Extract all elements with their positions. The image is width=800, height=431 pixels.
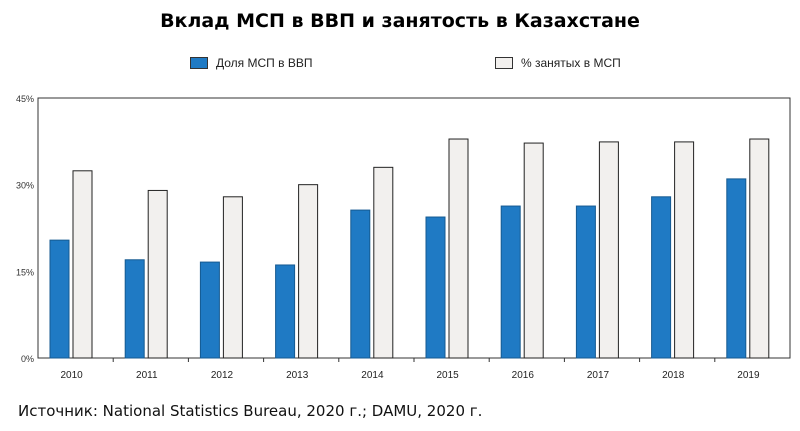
legend-label-gdp: Доля МСП в ВВП (216, 56, 313, 70)
bar-gdp-2011 (124, 259, 145, 359)
legend-swatch-employment (495, 57, 513, 69)
bar-gdp-2016 (500, 205, 521, 359)
legend-item-employment: % занятых в МСП (495, 56, 621, 70)
x-tick-label: 2013 (286, 370, 309, 381)
bar-employment-2015 (448, 138, 469, 359)
bar-gdp-2017 (575, 205, 596, 359)
bar-employment-2012 (222, 196, 243, 359)
bar-employment-2019 (749, 138, 770, 359)
bar-gdp-2014 (350, 209, 371, 359)
legend-item-gdp: Доля МСП в ВВП (190, 56, 312, 70)
bar-employment-2016 (523, 142, 544, 359)
bar-gdp-2015 (425, 216, 446, 359)
x-tick-label: 2010 (60, 370, 83, 381)
x-tick-label: 2019 (737, 370, 760, 381)
x-tick-label: 2011 (136, 370, 158, 381)
bar-gdp-2012 (199, 261, 220, 359)
bar-gdp-2010 (49, 239, 70, 359)
chart-title: Вклад МСП в ВВП и занятость в Казахстане (160, 10, 640, 32)
x-tick-label: 2017 (587, 370, 610, 381)
bar-employment-2014 (373, 166, 394, 359)
bar-employment-2018 (674, 141, 695, 359)
x-tick-label: 2018 (662, 370, 685, 381)
x-tick-label: 2015 (436, 370, 459, 381)
bar-employment-2010 (72, 170, 93, 359)
x-tick-label: 2016 (512, 370, 535, 381)
y-tick-label: 0% (21, 354, 34, 364)
bar-employment-2011 (147, 189, 168, 359)
y-tick-label: 45% (16, 94, 34, 104)
y-tick-label: 30% (16, 181, 34, 191)
y-tick-label: 15% (16, 267, 34, 277)
legend-swatch-gdp (190, 57, 208, 69)
legend-label-employment: % занятых в МСП (521, 56, 621, 70)
x-tick-label: 2012 (211, 370, 234, 381)
bar-employment-2017 (598, 141, 619, 359)
bar-gdp-2018 (651, 196, 672, 359)
x-tick-label: 2014 (361, 370, 384, 381)
source-note: Источник: National Statistics Bureau, 20… (18, 402, 483, 420)
bar-gdp-2019 (726, 178, 747, 359)
bar-employment-2013 (298, 184, 319, 359)
bar-gdp-2013 (275, 264, 296, 359)
